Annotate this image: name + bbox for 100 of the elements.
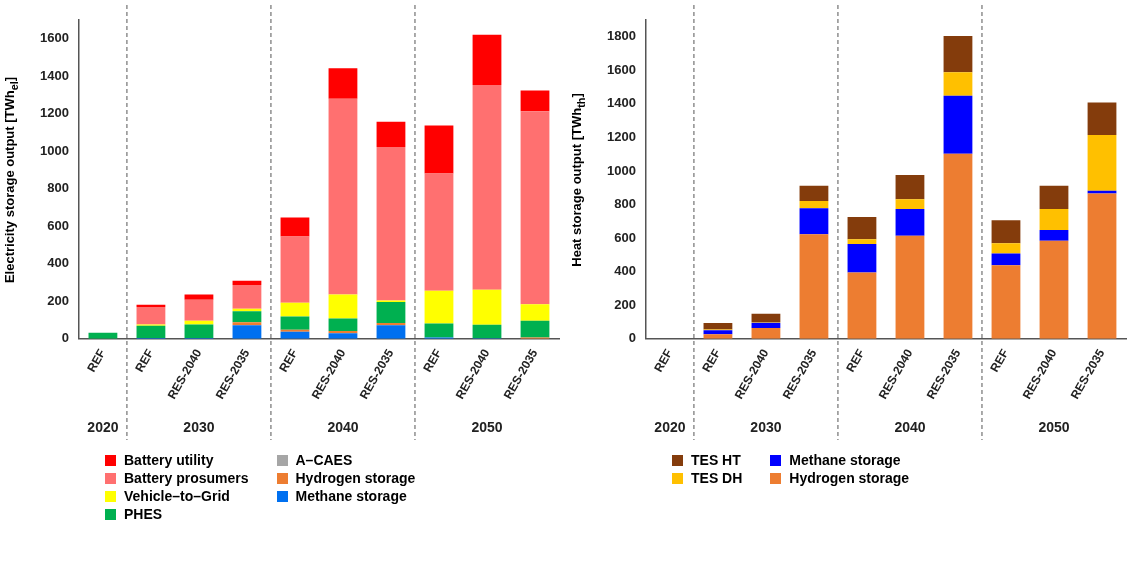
bar (376, 146, 406, 301)
bar (136, 306, 166, 325)
bar (280, 302, 310, 317)
bar (847, 217, 877, 240)
legend-label: Methane storage (295, 488, 407, 504)
bar (799, 234, 829, 339)
bar (1039, 240, 1069, 339)
bar (703, 323, 733, 330)
bar (184, 324, 214, 338)
bar (232, 285, 262, 309)
bar (376, 323, 406, 326)
bar (943, 153, 973, 339)
bar (472, 289, 502, 325)
bar (232, 311, 262, 323)
y-tick-label: 400 (614, 263, 636, 279)
bar (991, 253, 1021, 266)
legend-label: Battery prosumers (124, 470, 249, 486)
y-tick-label: 1000 (40, 142, 69, 158)
bar (943, 72, 973, 96)
bar (751, 322, 781, 329)
y-tick-label: 1600 (607, 61, 636, 77)
y-tick-label: 0 (61, 330, 69, 346)
bar (991, 265, 1021, 339)
bar (520, 304, 550, 321)
bar (1087, 135, 1117, 191)
y-tick-label: 600 (47, 217, 69, 233)
bar (895, 235, 925, 339)
text: 2040 (894, 418, 926, 435)
bar (520, 90, 550, 112)
bar (184, 299, 214, 321)
bar (1087, 102, 1117, 136)
bar (328, 294, 358, 319)
y-tick-label: 600 (614, 229, 636, 245)
bar (376, 121, 406, 147)
bar (424, 323, 454, 338)
legend-label: Vehicle–to–Grid (124, 488, 230, 504)
bar (328, 68, 358, 99)
y-tick-label: 1000 (607, 162, 636, 178)
bar (280, 236, 310, 303)
bar (799, 208, 829, 235)
y-tick-label: 1200 (607, 129, 636, 145)
bar (424, 290, 454, 324)
bar (799, 185, 829, 201)
bar (472, 84, 502, 290)
text: 2040 (327, 418, 359, 435)
bar (328, 318, 358, 331)
legend-label: TES HT (691, 452, 741, 468)
bar (751, 313, 781, 323)
bar (376, 325, 406, 339)
bar (1039, 208, 1069, 230)
bar (184, 294, 214, 300)
bar (943, 95, 973, 154)
bar (232, 325, 262, 339)
bar (991, 220, 1021, 244)
bar (280, 329, 310, 332)
legend-label: Hydrogen storage (295, 470, 416, 486)
y-tick-label: 0 (628, 330, 636, 346)
y-tick-label: 800 (614, 196, 636, 212)
legend-label: TES DH (691, 470, 743, 486)
bar (1039, 229, 1069, 241)
bar (799, 200, 829, 209)
bar (847, 244, 877, 273)
bar (424, 125, 454, 174)
bar (1039, 185, 1069, 209)
text: 2050 (1038, 418, 1070, 435)
bar (895, 208, 925, 236)
bar (751, 328, 781, 339)
bar (895, 199, 925, 209)
y-tick-label: 1200 (40, 105, 69, 121)
legend-label: A–CAES (295, 452, 353, 468)
text: 2030 (750, 418, 782, 435)
y-tick-label: 400 (47, 255, 69, 271)
bar (376, 302, 406, 324)
y-tick-label: 1600 (40, 30, 69, 46)
bar (1087, 190, 1117, 194)
y-tick-label: 200 (614, 296, 636, 312)
legend-label: Hydrogen storage (789, 470, 910, 486)
y-tick-label: 200 (47, 292, 69, 308)
bar (232, 280, 262, 286)
bar (1087, 193, 1117, 339)
legend-label: Battery utility (124, 452, 214, 468)
y-tick-label: 1400 (40, 67, 69, 83)
bar (847, 239, 877, 245)
y-tick-label: 1800 (607, 28, 636, 44)
text: 2020 (654, 418, 686, 435)
bar (520, 320, 550, 338)
bar (472, 324, 502, 339)
bar (703, 330, 733, 335)
bar (136, 325, 166, 338)
legend-label: Methane storage (789, 452, 901, 468)
y-tick-label: 1400 (607, 95, 636, 111)
text: 2030 (183, 418, 215, 435)
bar (847, 272, 877, 339)
bar (472, 34, 502, 85)
legend-label: PHES (124, 506, 163, 522)
bar (943, 35, 973, 73)
bar (520, 111, 550, 305)
bar (424, 173, 454, 291)
bar (895, 174, 925, 200)
bar (280, 217, 310, 237)
